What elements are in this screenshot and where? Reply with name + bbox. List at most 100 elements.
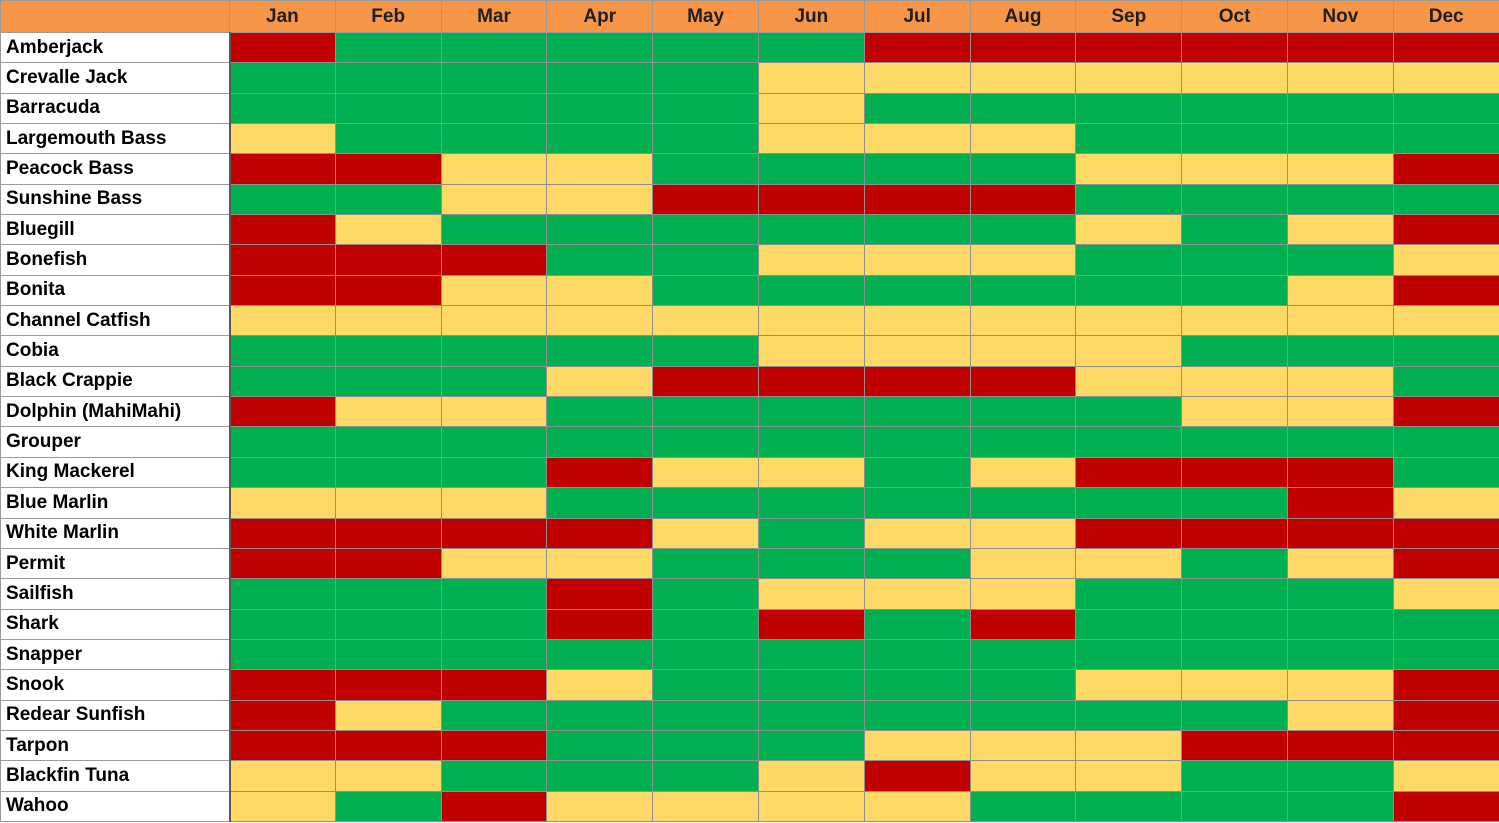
heatmap-cell (334, 456, 442, 489)
species-row: Redear Sunfish (0, 699, 1499, 731)
heatmap-cell (334, 699, 442, 731)
heatmap-cell (440, 426, 548, 458)
heatmap-cell (652, 729, 759, 762)
heatmap-cell (863, 790, 971, 822)
heatmap-cell (546, 123, 654, 155)
heatmap-cell (1181, 244, 1288, 276)
heatmap-cell (1181, 638, 1288, 671)
heatmap-cell (969, 365, 1077, 398)
heatmap-cell (1286, 244, 1394, 276)
heatmap-cell (1181, 456, 1288, 489)
heatmap-cell (1392, 699, 1499, 731)
heatmap-cell (334, 274, 442, 307)
heatmap-cell (969, 456, 1077, 489)
heatmap-cell (1392, 608, 1499, 640)
heatmap-cell (440, 608, 548, 640)
heatmap-cell (969, 760, 1077, 792)
heatmap-cell (969, 547, 1077, 580)
heatmap-cell (440, 244, 548, 276)
month-header-mar: Mar (440, 0, 548, 33)
heatmap-cell (334, 305, 442, 337)
species-label: Sailfish (0, 578, 231, 610)
month-header-aug: Aug (969, 0, 1077, 33)
heatmap-cell (757, 365, 865, 398)
heatmap-cell (546, 547, 654, 580)
heatmap-cell (863, 760, 971, 792)
heatmap-cell (334, 31, 442, 64)
heatmap-cell (440, 365, 548, 398)
species-row: Channel Catfish (0, 305, 1499, 337)
heatmap-cell (863, 123, 971, 155)
heatmap-cell (440, 790, 548, 822)
heatmap-cell (757, 487, 865, 519)
heatmap-cell (546, 244, 654, 276)
heatmap-cell (863, 578, 971, 610)
heatmap-cell (863, 699, 971, 731)
heatmap-cell (652, 123, 759, 155)
heatmap-cell (1392, 153, 1499, 185)
heatmap-cell (1075, 31, 1183, 64)
heatmap-cell (652, 760, 759, 792)
heatmap-cell (229, 638, 336, 671)
heatmap-cell (1181, 92, 1288, 125)
heatmap-cell (229, 62, 336, 94)
heatmap-cell (440, 274, 548, 307)
heatmap-cell (1392, 426, 1499, 458)
heatmap-cell (757, 608, 865, 640)
heatmap-cell (229, 305, 336, 337)
species-row: Wahoo (0, 790, 1499, 822)
heatmap-cell (863, 638, 971, 671)
heatmap-cell (334, 62, 442, 94)
heatmap-cell (1075, 456, 1183, 489)
heatmap-cell (334, 547, 442, 580)
heatmap-cell (969, 183, 1077, 216)
heatmap-cell (229, 183, 336, 216)
heatmap-cell (546, 183, 654, 216)
heatmap-cell (757, 335, 865, 367)
heatmap-cell (652, 487, 759, 519)
month-header-jan: Jan (229, 0, 336, 33)
species-label: Sunshine Bass (0, 183, 231, 216)
heatmap-cell (1392, 214, 1499, 246)
heatmap-cell (863, 456, 971, 489)
heatmap-cell (229, 790, 336, 822)
heatmap-cell (757, 183, 865, 216)
heatmap-cell (1181, 335, 1288, 367)
heatmap-cell (1286, 396, 1394, 428)
heatmap-cell (1075, 547, 1183, 580)
heatmap-cell (969, 578, 1077, 610)
heatmap-cell (863, 365, 971, 398)
heatmap-cell (1075, 335, 1183, 367)
species-row: Shark (0, 608, 1499, 640)
heatmap-cell (1392, 92, 1499, 125)
heatmap-cell (1286, 305, 1394, 337)
heatmap-cell (229, 729, 336, 762)
heatmap-cell (334, 426, 442, 458)
heatmap-cell (1286, 31, 1394, 64)
heatmap-cell (334, 729, 442, 762)
heatmap-cell (546, 638, 654, 671)
heatmap-cell (757, 274, 865, 307)
heatmap-cell (652, 396, 759, 428)
species-label: Snapper (0, 638, 231, 671)
heatmap-cell (546, 578, 654, 610)
heatmap-cell (863, 608, 971, 640)
heatmap-cell (652, 790, 759, 822)
heatmap-cell (1181, 123, 1288, 155)
heatmap-cell (1075, 608, 1183, 640)
heatmap-cell (546, 608, 654, 640)
heatmap-cell (334, 365, 442, 398)
heatmap-cell (229, 487, 336, 519)
heatmap-cell (229, 608, 336, 640)
species-row: Sailfish (0, 578, 1499, 610)
species-row: Blackfin Tuna (0, 760, 1499, 792)
heatmap-cell (757, 123, 865, 155)
heatmap-cell (546, 396, 654, 428)
heatmap-cell (546, 729, 654, 762)
heatmap-cell (652, 638, 759, 671)
heatmap-cell (334, 244, 442, 276)
heatmap-cell (546, 62, 654, 94)
heatmap-cell (969, 638, 1077, 671)
heatmap-cell (969, 729, 1077, 762)
